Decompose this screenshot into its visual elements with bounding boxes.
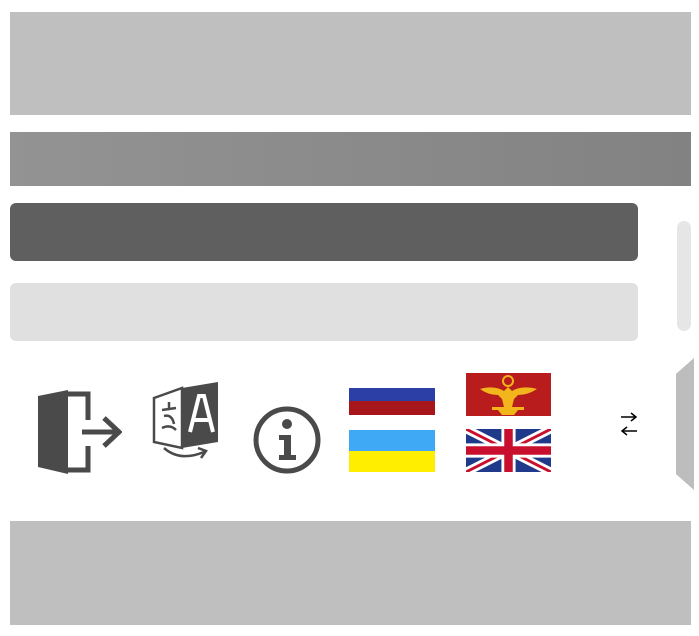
russia-flag-icon[interactable] [349,388,435,415]
top-banner [10,12,691,115]
info-icon[interactable] [252,405,322,475]
side-drawer-handle[interactable] [676,358,694,490]
header-bar [10,132,691,186]
roman-eagle-flag-icon[interactable] [466,373,551,416]
menu-item-active[interactable] [10,203,638,261]
swap-arrows-icon[interactable] [619,409,639,437]
uk-flag-icon[interactable] [466,429,551,472]
footer-bar [10,521,691,625]
scrollbar[interactable] [677,221,691,331]
ukraine-flag-icon[interactable] [349,430,435,472]
exit-icon[interactable] [36,390,122,474]
translate-icon[interactable] [150,380,224,460]
menu-item-inactive[interactable] [10,283,638,341]
